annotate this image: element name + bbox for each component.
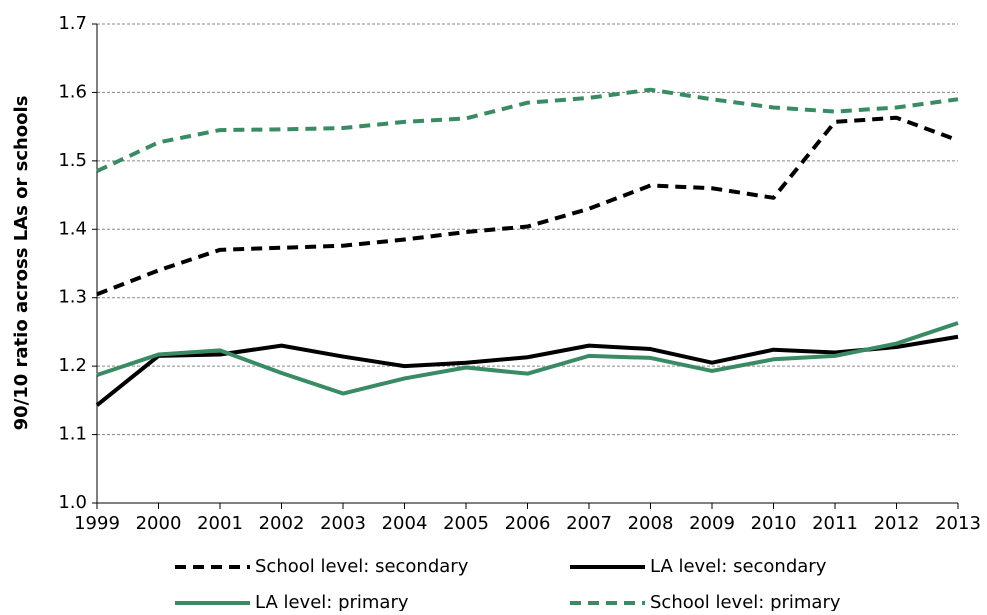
x-tick-label: 2006 [505,513,551,534]
y-axis-label: 90/10 ratio across LAs or schools [11,96,32,431]
x-tick-label: 2013 [935,513,981,534]
y-tick-label: 1.5 [58,150,87,171]
x-tick-label: 1999 [74,513,120,534]
series-line [95,334,959,407]
y-tick-label: 1.4 [58,218,87,239]
y-tick-label: 1.3 [58,287,87,308]
y-tick-label: 1.0 [58,492,87,513]
series-line [96,115,959,297]
x-tick-label: 2009 [689,513,735,534]
y-tick-label: 1.2 [58,355,87,376]
legend-label: School level: secondary [255,556,469,577]
x-tick-label: 2008 [628,513,674,534]
legend-label: LA level: secondary [650,556,827,577]
x-tick-label: 2000 [136,513,182,534]
x-tick-label: 2012 [874,513,920,534]
x-tick-label: 2002 [259,513,305,534]
x-tick-label: 2011 [812,513,858,534]
x-tick-label: 2007 [566,513,612,534]
series-line [96,87,959,173]
x-tick-label: 2001 [197,513,243,534]
x-tick-label: 2010 [751,513,797,534]
y-tick-label: 1.7 [58,13,87,34]
series-line [96,321,959,396]
x-tick-label: 2004 [382,513,428,534]
x-tick-label: 2003 [320,513,366,534]
legend-label: LA level: primary [255,592,409,611]
x-tick-label: 2005 [443,513,489,534]
y-tick-label: 1.1 [58,424,87,445]
legend-label: School level: primary [650,592,841,611]
y-tick-label: 1.6 [58,81,87,102]
